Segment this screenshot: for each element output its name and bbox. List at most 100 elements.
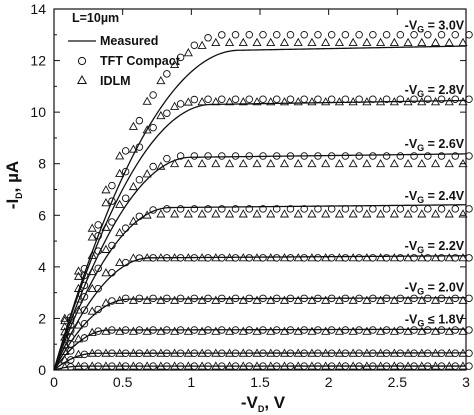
y-tick-label: 0 — [38, 362, 46, 378]
idlm-marker — [128, 361, 138, 370]
tft-compact-marker — [300, 326, 308, 334]
idlm-marker — [211, 253, 221, 262]
tft-compact-marker — [341, 95, 350, 103]
tft-compact-marker — [135, 176, 144, 184]
x-tick-label: 2.5 — [388, 374, 408, 390]
tft-compact-marker — [424, 326, 432, 334]
y-tick-label: 14 — [30, 1, 46, 17]
idlm-marker — [348, 158, 358, 168]
idlm-marker — [101, 198, 111, 207]
tft-compact-marker — [286, 254, 295, 262]
idlm-marker — [430, 253, 441, 262]
idlm-marker — [389, 97, 399, 106]
idlm-marker — [321, 158, 331, 168]
idlm-marker — [334, 158, 344, 168]
idlm-marker — [183, 326, 193, 335]
tft-compact-marker — [163, 109, 171, 117]
tft-compact-marker — [369, 294, 377, 303]
idlm-marker — [170, 326, 180, 335]
idlm-marker — [73, 294, 84, 303]
tft-compact-marker — [149, 162, 157, 171]
idlm-marker — [266, 209, 276, 218]
idlm-marker — [389, 158, 399, 168]
tft-compact-marker — [355, 326, 363, 334]
idlm-marker — [458, 97, 468, 106]
tft-compact-marker — [410, 294, 418, 303]
tft-compact-marker — [149, 254, 157, 262]
idlm-marker — [307, 253, 317, 262]
tft-compact-marker — [451, 326, 460, 334]
tft-compact-marker — [94, 264, 102, 273]
tft-compact-marker — [300, 205, 308, 213]
idlm-marker — [252, 348, 262, 357]
tft-compact-marker — [204, 326, 212, 334]
idlm-marker — [403, 326, 413, 335]
tft-compact-marker — [66, 313, 75, 321]
curve-label-vg: -VG = 2.8V — [405, 83, 465, 99]
idlm-marker — [266, 37, 276, 46]
idlm-marker — [279, 97, 290, 106]
tft-compact-marker — [355, 152, 363, 160]
idlm-marker — [417, 158, 427, 168]
idlm-marker — [101, 244, 111, 253]
idlm-marker — [73, 334, 84, 343]
tft-compact-marker — [396, 294, 405, 303]
idlm-marker — [376, 158, 386, 168]
idlm-marker — [224, 97, 235, 106]
tft-compact-marker — [300, 254, 308, 262]
tft-compact-marker — [204, 152, 212, 160]
tft-compact-marker — [231, 326, 240, 334]
idlm-marker — [224, 348, 235, 357]
tft-compact-marker — [341, 294, 350, 303]
idlm-marker — [334, 253, 344, 262]
curve-label-vg: -VG ≤ 1.8V — [405, 313, 465, 329]
tft-compact-marker — [259, 349, 267, 357]
tft-compact-marker — [149, 349, 157, 357]
idlm-marker — [252, 209, 262, 218]
idlm-marker — [321, 361, 331, 370]
idlm-marker — [293, 37, 303, 46]
idlm-marker — [183, 295, 193, 304]
tft-compact-marker — [94, 349, 102, 357]
idlm-marker — [307, 209, 317, 218]
idlm-marker — [389, 361, 399, 370]
idlm-marker — [321, 97, 331, 106]
idlm-marker — [73, 361, 84, 370]
tft-compact-marker — [204, 294, 212, 303]
tft-compact-marker — [355, 205, 363, 213]
x-tick-label: 0.5 — [113, 374, 133, 390]
tft-compact-marker — [369, 152, 377, 160]
idlm-marker — [73, 349, 84, 358]
curve-label-vg: -VG = 3.0V — [405, 19, 465, 35]
idlm-marker — [238, 37, 248, 46]
tft-compact-marker — [424, 254, 432, 262]
idlm-marker — [252, 295, 262, 304]
idlm-marker — [197, 326, 207, 335]
tft-compact-marker — [218, 95, 226, 103]
tft-compact-marker — [245, 294, 254, 303]
idlm-marker — [238, 253, 248, 262]
tft-compact-marker — [231, 95, 240, 103]
tft-compact-marker — [369, 326, 377, 334]
idlm-marker — [307, 158, 317, 168]
idlm-marker — [417, 348, 427, 357]
tft-compact-marker — [382, 254, 391, 262]
idlm-marker — [279, 361, 290, 370]
tft-compact-marker — [94, 247, 102, 255]
idlm-marker — [348, 295, 358, 304]
x-tick-label: 3 — [462, 374, 470, 390]
legend-idlm-triangle-icon — [76, 74, 88, 84]
tft-compact-marker — [327, 326, 336, 334]
idlm-marker — [142, 326, 152, 335]
tft-compact-marker — [163, 294, 171, 303]
idlm-marker — [170, 348, 180, 357]
idlm-marker — [183, 253, 193, 262]
tft-compact-marker — [218, 349, 226, 357]
tft-compact-marker — [341, 254, 350, 262]
tft-compact-marker — [382, 326, 391, 334]
tft-compact-marker — [163, 205, 171, 213]
tft-compact-marker — [218, 152, 226, 160]
tft-compact-marker — [80, 306, 89, 314]
idlm-marker — [197, 40, 207, 49]
idlm-marker — [115, 257, 125, 267]
